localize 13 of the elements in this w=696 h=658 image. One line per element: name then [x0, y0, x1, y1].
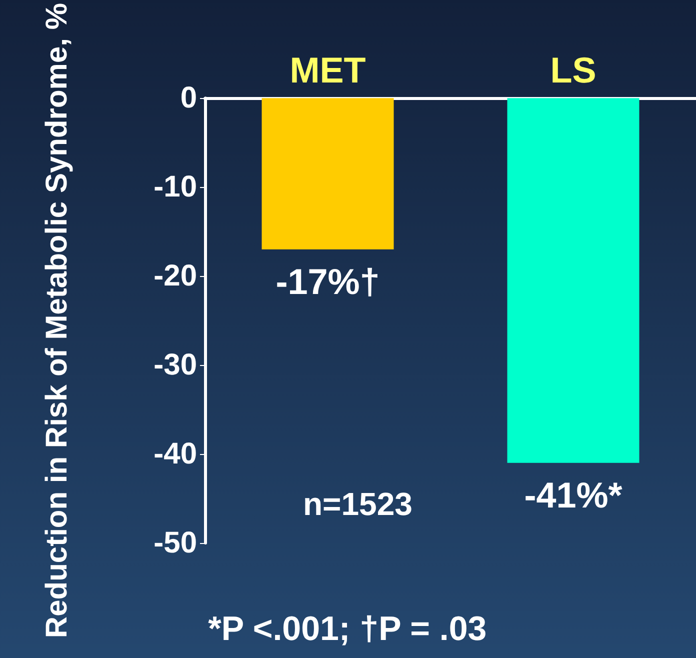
text: *P <.001; †P = .03 — [208, 610, 487, 648]
data-label: -17%† — [276, 260, 380, 302]
y-tick-label: 0 — [180, 82, 197, 115]
y-tick-label: -40 — [154, 438, 197, 471]
y-tick-label: -10 — [154, 170, 197, 204]
y-tick-label: -20 — [154, 260, 197, 293]
annotation: n=1523 — [303, 486, 412, 522]
y-axis-title: Reduction in Risk of Metabolic Syndrome, % — [40, 2, 74, 638]
data-label: -41%* — [524, 474, 622, 516]
y-tick-label: -50 — [154, 526, 197, 560]
x-tick-label: LS — [550, 50, 596, 91]
y-tick-label: -30 — [154, 348, 197, 382]
x-tick-label: MET — [290, 50, 366, 91]
